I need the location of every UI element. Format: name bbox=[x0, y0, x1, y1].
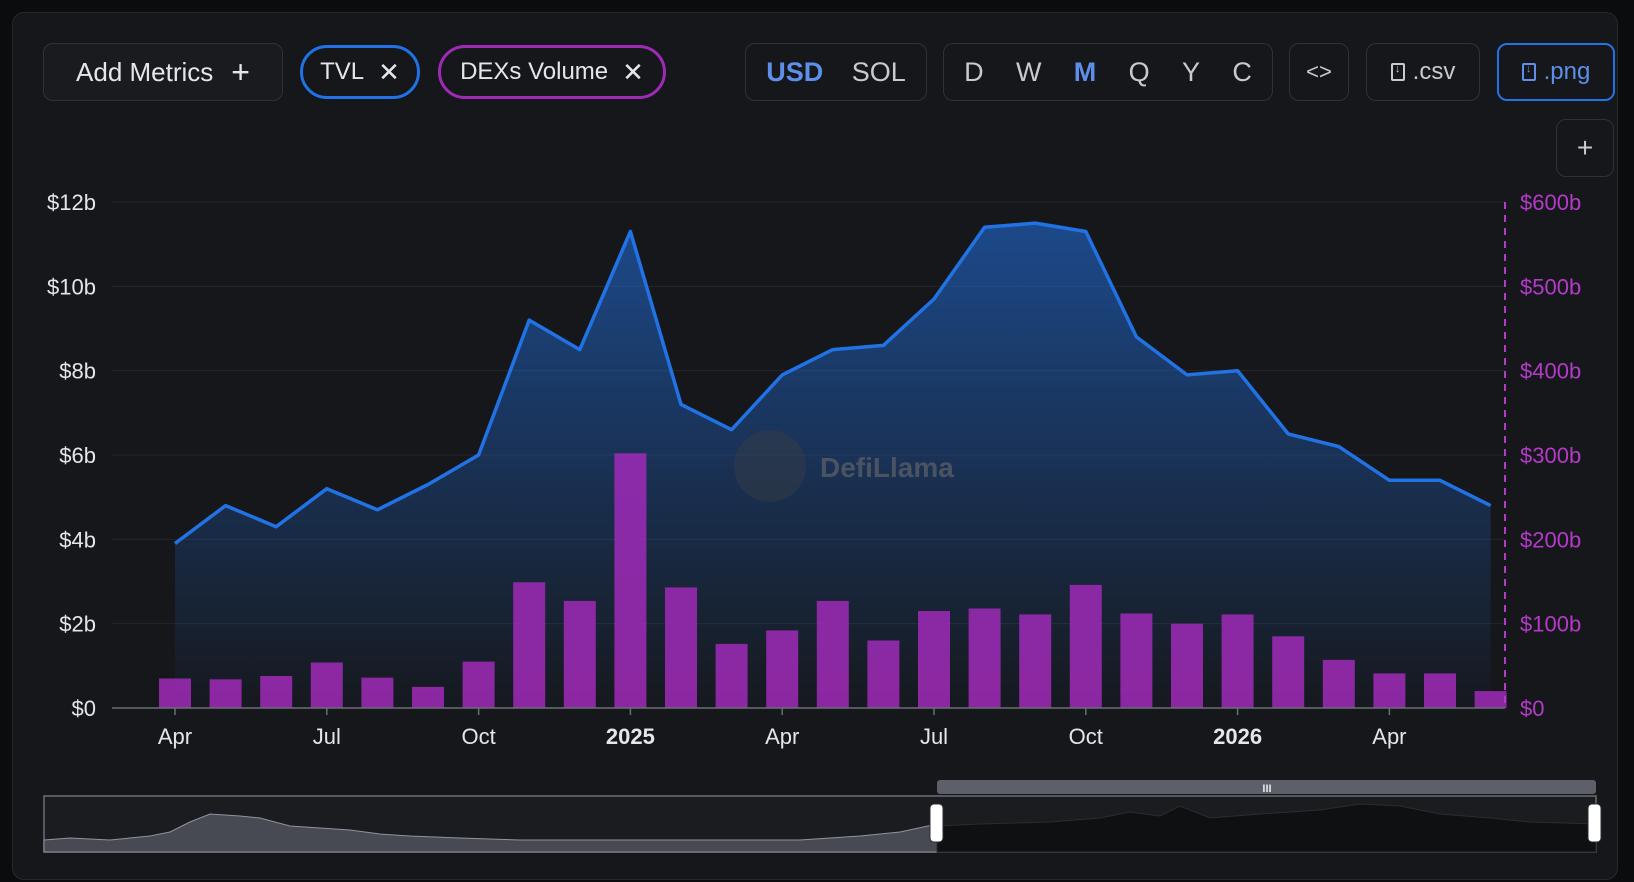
period-toggle: D W M Q Y C bbox=[943, 43, 1273, 101]
close-icon[interactable]: ✕ bbox=[378, 57, 400, 87]
file-download-icon bbox=[1521, 63, 1536, 81]
metric-pill-dexs-volume[interactable]: DEXs Volume ✕ bbox=[438, 45, 666, 99]
period-c[interactable]: C bbox=[1232, 56, 1252, 87]
code-icon: <> bbox=[1306, 59, 1332, 84]
file-download-icon bbox=[1390, 63, 1405, 81]
embed-button[interactable]: <> bbox=[1289, 43, 1349, 101]
close-icon[interactable]: ✕ bbox=[622, 57, 644, 87]
currency-toggle: USD SOL bbox=[745, 43, 927, 101]
download-png-button[interactable]: .png bbox=[1497, 43, 1615, 101]
add-metrics-label: Add Metrics bbox=[76, 56, 214, 87]
plus-icon: + bbox=[1576, 132, 1594, 163]
add-chart-button[interactable]: + bbox=[1556, 119, 1614, 177]
period-y[interactable]: Y bbox=[1181, 56, 1200, 87]
add-metrics-button[interactable]: Add Metrics + bbox=[43, 43, 283, 101]
period-m[interactable]: M bbox=[1073, 56, 1097, 87]
currency-usd[interactable]: USD bbox=[766, 56, 824, 87]
period-d[interactable]: D bbox=[964, 56, 984, 87]
metric-pill-tvl[interactable]: TVL ✕ bbox=[300, 45, 420, 99]
chart-panel: Add Metrics + TVL ✕ DEXs Volume ✕ USD SO… bbox=[12, 12, 1618, 880]
currency-sol[interactable]: SOL bbox=[851, 56, 906, 87]
period-q[interactable]: Q bbox=[1128, 56, 1150, 87]
period-w[interactable]: W bbox=[1015, 56, 1042, 87]
csv-label: .csv bbox=[1412, 58, 1456, 85]
metric-pill-label: DEXs Volume bbox=[460, 58, 609, 85]
plus-icon: + bbox=[231, 54, 250, 90]
download-csv-button[interactable]: .csv bbox=[1366, 43, 1480, 101]
png-label: .png bbox=[1543, 58, 1591, 85]
metric-pill-label: TVL bbox=[320, 58, 365, 85]
